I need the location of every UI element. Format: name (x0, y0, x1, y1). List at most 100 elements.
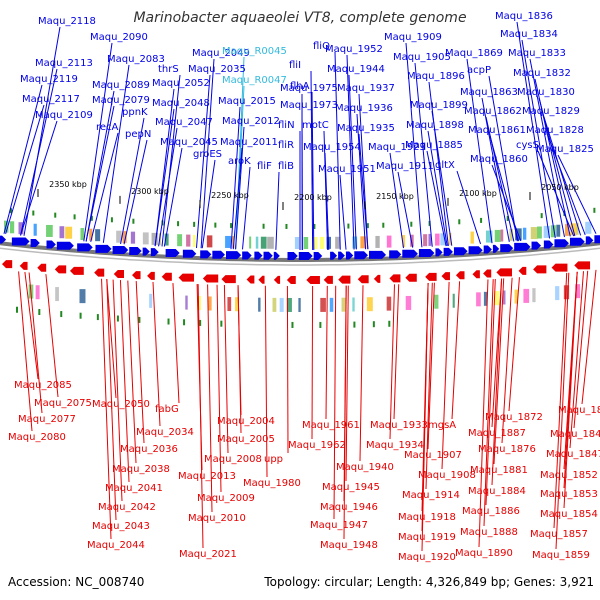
cog-feature-reverse (366, 297, 373, 312)
cog-feature-forward (565, 223, 570, 236)
reverse-gene-arrow (19, 261, 28, 270)
leader-line-top (358, 93, 369, 250)
leader-line-top (120, 117, 145, 245)
reverse-gene-arrow (574, 261, 591, 270)
cog-marker (220, 320, 223, 327)
forward-gene-arrow (514, 242, 531, 251)
gene-label-top: Maqu_1828 (526, 125, 584, 136)
leader-line-bottom (106, 279, 117, 521)
cog-marker (138, 316, 141, 323)
leader-line-top (323, 130, 329, 250)
gene-label-bottom: Maqu_1888 (460, 527, 518, 538)
leader-line-top (232, 147, 243, 250)
leader-line-bottom (451, 281, 461, 420)
gene-label-bottom: Maqu_1853 (540, 489, 598, 500)
gene-label-top: fliR (278, 140, 294, 151)
leader-line-bottom (207, 284, 213, 513)
forward-gene-arrow (112, 246, 129, 255)
leader-line-top (543, 116, 582, 236)
gene-label-bottom: Maqu_1872 (485, 412, 543, 423)
reverse-gene-arrow (54, 265, 67, 274)
leader-line-bottom (152, 282, 161, 427)
forward-gene-arrow (287, 251, 298, 260)
cog-feature-reverse (523, 288, 530, 303)
forward-gene-arrow (142, 247, 150, 256)
leader-line-bottom (333, 285, 337, 520)
gene-label-top: Maqu_1861 (468, 125, 526, 136)
gene-label-top: Maqu_1973 (280, 100, 338, 111)
cog-feature-forward (294, 236, 300, 249)
forward-gene-arrow (313, 251, 323, 260)
forward-gene-arrow (263, 251, 273, 260)
reverse-gene-arrow (405, 273, 417, 282)
cog-marker (199, 319, 202, 326)
leader-line-top (356, 113, 367, 250)
gene-label-top: Maqu_2049 (192, 48, 250, 59)
leader-line-top (85, 90, 115, 242)
leader-line-bottom (101, 278, 112, 540)
cog-feature-forward (537, 226, 542, 239)
gene-label-top: ppnK (122, 107, 148, 118)
cog-marker (285, 223, 288, 229)
leader-line-top (414, 62, 433, 247)
reverse-gene-arrow (202, 274, 219, 283)
cog-feature-reverse (298, 297, 301, 312)
leader-line-top (235, 126, 245, 250)
gene-label-top: Maqu_2117 (22, 94, 80, 105)
forward-gene-arrow (418, 249, 435, 258)
cog-feature-forward (95, 229, 101, 242)
cog-feature-forward (33, 223, 37, 236)
gene-label-top: pepN (125, 129, 151, 140)
cog-feature-forward (46, 224, 53, 237)
gene-label-top: Maqu_1898 (406, 120, 464, 131)
gene-label-top: acpP (467, 65, 491, 76)
cog-feature-forward (352, 236, 358, 249)
forward-gene-arrow (129, 246, 142, 255)
leader-line-bottom (24, 272, 39, 380)
leader-line-top (85, 105, 115, 242)
gene-label-bottom: Maqu_1933 (370, 420, 428, 431)
gene-label-bottom: Maqu_1876 (478, 444, 536, 455)
gene-label-top: Maqu_2048 (152, 98, 210, 109)
cog-marker (132, 218, 135, 224)
cog-marker (319, 321, 322, 328)
forward-gene-arrow (242, 251, 252, 260)
cog-feature-reverse (185, 295, 188, 310)
leader-line-top (324, 152, 330, 250)
forward-gene-arrow (543, 240, 554, 249)
cog-feature-forward (522, 227, 527, 240)
cog-marker (372, 321, 375, 328)
cog-feature-forward (402, 235, 406, 248)
forward-gene-arrow (483, 245, 492, 254)
gene-label-top: fliB (278, 161, 294, 172)
cog-marker (193, 221, 196, 227)
gene-label-bottom: Maqu_1908 (418, 470, 476, 481)
leader-line-bottom (478, 279, 489, 548)
gene-label-bottom: Maqu_2043 (92, 521, 150, 532)
leader-line-bottom (325, 285, 328, 420)
scale-tick-label: 2050 kbp (541, 183, 579, 192)
leader-line-top (348, 74, 357, 250)
cog-feature-reverse (55, 287, 59, 302)
cog-feature-forward (550, 225, 556, 238)
reverse-gene-arrow (551, 263, 568, 272)
forward-gene-arrow (30, 238, 40, 247)
gene-label-top: Maqu_2015 (218, 96, 276, 107)
reverse-gene-arrow (246, 275, 255, 284)
gene-label-top: Maqu_2011 (220, 137, 278, 148)
leader-line-top (426, 150, 447, 247)
leader-line-top (310, 70, 314, 250)
cog-feature-forward (177, 234, 183, 247)
cog-marker (366, 223, 369, 229)
gene-label-bottom: Maqu_1947 (310, 520, 368, 531)
gene-label-top: Maqu_2047 (155, 117, 213, 128)
leader-line-top (537, 150, 575, 237)
cog-feature-reverse (258, 297, 261, 312)
cog-feature-forward (410, 234, 414, 247)
gene-label-top: Maqu_2035 (188, 64, 246, 75)
reverse-gene-arrow (455, 271, 465, 280)
leader-line-bottom (441, 281, 450, 470)
cog-feature-forward (448, 232, 452, 245)
leader-line-bottom (393, 284, 400, 420)
leader-line-bottom (135, 281, 145, 444)
